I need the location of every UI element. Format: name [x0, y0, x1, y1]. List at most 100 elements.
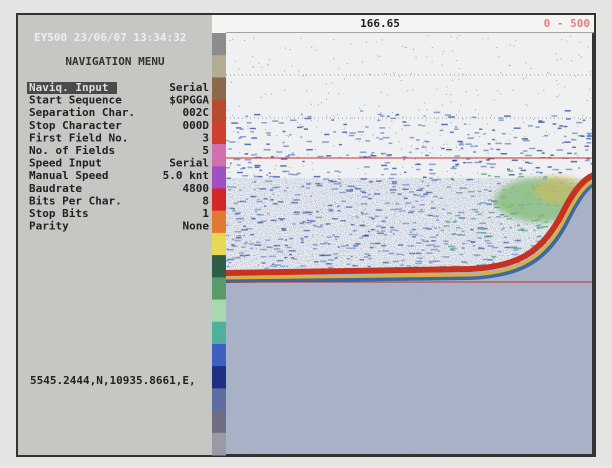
echo-dot — [513, 249, 518, 251]
echo-dot — [309, 220, 314, 222]
noise-dot — [270, 197, 271, 198]
noise-dot — [284, 90, 285, 91]
menu-value[interactable]: 5.0 knt — [163, 169, 209, 182]
noise-dot — [412, 90, 413, 91]
noise-dot — [311, 47, 312, 48]
menu-value[interactable]: Serial — [169, 157, 209, 170]
menu-value[interactable]: 5 — [202, 144, 209, 157]
echo-dot — [330, 181, 337, 183]
echo-dot — [429, 177, 432, 179]
noise-dot — [326, 99, 327, 100]
echo-dot — [266, 247, 273, 249]
echo-dot — [453, 160, 457, 162]
noise-dot — [379, 106, 380, 107]
menu-label[interactable]: Manual Speed — [29, 169, 108, 182]
depth-range: 0 - 500 — [544, 17, 590, 30]
noise-dot — [447, 171, 448, 172]
noise-dot — [252, 66, 253, 67]
noise-dot — [258, 264, 259, 265]
noise-dot — [341, 220, 342, 221]
noise-dot — [459, 68, 460, 69]
noise-dot — [318, 104, 319, 105]
noise-dot — [287, 194, 288, 195]
echo-dot — [320, 224, 323, 226]
noise-dot — [387, 95, 388, 96]
echo-dot — [418, 211, 424, 213]
noise-dot — [230, 197, 231, 198]
echo-dot — [306, 183, 311, 185]
echo-dot — [415, 263, 422, 265]
echo-dot — [227, 178, 231, 180]
noise-dot — [360, 181, 361, 182]
noise-dot — [543, 152, 544, 153]
menu-label[interactable]: Bits Per Char. — [29, 194, 122, 207]
noise-dot — [523, 122, 524, 123]
menu-label[interactable]: Baudrate — [29, 182, 82, 195]
noise-dot — [235, 61, 236, 62]
noise-dot — [392, 203, 393, 204]
echo-dot — [289, 254, 292, 256]
menu-label[interactable]: Naviq. Input — [29, 81, 108, 94]
noise-dot — [510, 134, 511, 135]
echo-dot — [304, 128, 308, 130]
echo-dot — [474, 132, 479, 134]
menu-label[interactable]: Stop Character — [29, 119, 122, 132]
echo-dot — [269, 172, 271, 174]
noise-dot — [476, 256, 477, 257]
noise-dot — [312, 236, 313, 237]
menu-label[interactable]: First Field No. — [29, 131, 128, 144]
echo-dot — [250, 128, 256, 130]
echo-dot — [231, 122, 238, 124]
echo-dot — [232, 210, 236, 212]
menu-value[interactable]: 8 — [202, 194, 209, 207]
menu-label[interactable]: Speed Input — [29, 157, 102, 170]
echo-dot — [381, 227, 385, 229]
menu-value[interactable]: None — [183, 220, 210, 233]
echo-dot — [502, 133, 506, 135]
noise-dot — [227, 207, 228, 208]
noise-dot — [384, 73, 385, 74]
menu-value[interactable]: $GPGGA — [169, 94, 209, 107]
echo-dot — [514, 127, 521, 129]
echo-dot — [519, 176, 525, 178]
menu-label[interactable]: No. of Fields — [29, 144, 115, 157]
noise-dot — [510, 44, 511, 45]
echo-dot — [402, 223, 409, 225]
echo-dot — [272, 120, 278, 122]
menu-label[interactable]: Parity — [29, 220, 69, 233]
echo-dot — [455, 164, 459, 166]
noise-dot — [370, 234, 371, 235]
echo-dot — [426, 252, 432, 254]
menu-label[interactable]: Stop Bits — [29, 207, 89, 220]
echo-dot — [483, 259, 487, 261]
echo-dot — [452, 166, 454, 168]
menu-value[interactable]: Serial — [169, 81, 209, 94]
echo-dot — [263, 198, 267, 200]
echo-dot — [423, 227, 429, 229]
echo-dot — [477, 214, 481, 216]
echo-dot — [245, 153, 249, 155]
menu-value[interactable]: 4800 — [183, 182, 210, 195]
noise-dot — [326, 116, 327, 117]
echo-dot — [239, 190, 242, 192]
menu-label[interactable]: Separation Char. — [29, 106, 135, 119]
echo-dot — [291, 257, 294, 259]
noise-dot — [381, 92, 382, 93]
menu-label[interactable]: Start Sequence — [29, 94, 122, 107]
echo-dot — [492, 247, 498, 249]
menu-value[interactable]: 1 — [202, 207, 209, 220]
scale-segment — [212, 300, 226, 323]
echo-dot — [326, 155, 331, 157]
noise-dot — [423, 142, 424, 143]
noise-dot — [570, 36, 571, 37]
echo-dot — [333, 131, 336, 133]
menu-value[interactable]: 3 — [202, 131, 209, 144]
echo-dot — [404, 198, 408, 200]
noise-dot — [229, 218, 230, 219]
menu-value[interactable]: 002C — [183, 106, 210, 119]
echo-dot — [559, 125, 563, 127]
echo-dot — [456, 192, 463, 194]
echo-dot — [235, 218, 242, 220]
noise-dot — [509, 140, 510, 141]
menu-value[interactable]: 000D — [183, 119, 210, 132]
